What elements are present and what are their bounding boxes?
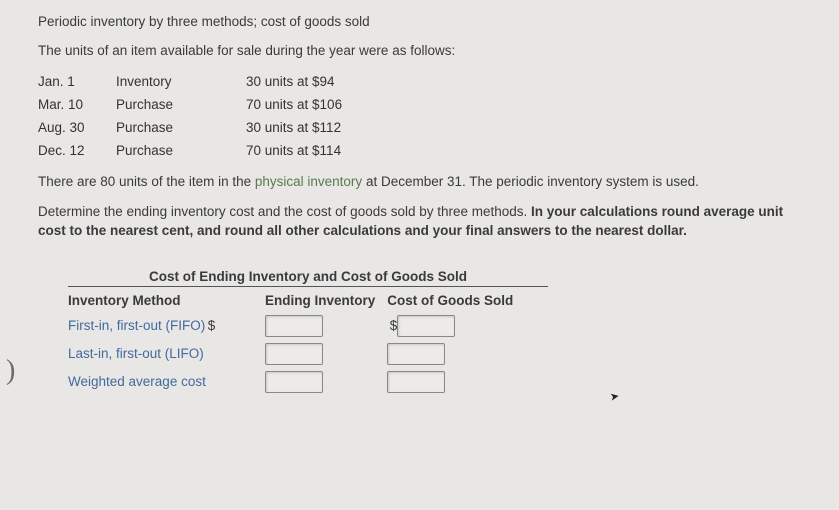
result-row: Weighted average cost — [68, 368, 525, 396]
inv-type: Purchase — [116, 116, 246, 139]
cogs-input[interactable] — [387, 343, 445, 365]
inventory-row: Dec. 12Purchase70 units at $114 — [38, 139, 396, 162]
inv-amount: 30 units at $112 — [246, 116, 396, 139]
para1-part-b: at December 31. The periodic inventory s… — [362, 174, 699, 189]
dollar-sign-icon: $ — [205, 318, 215, 333]
ending-inventory-input[interactable] — [265, 371, 323, 393]
inventory-row: Aug. 30Purchase30 units at $112 — [38, 116, 396, 139]
method-label[interactable]: First-in, first-out (FIFO) — [68, 318, 205, 333]
inv-type: Inventory — [116, 70, 246, 93]
instructions-paragraph: Determine the ending inventory cost and … — [38, 202, 811, 241]
para1-part-a: There are 80 units of the item in the — [38, 174, 255, 189]
cogs-input[interactable] — [387, 371, 445, 393]
inv-date: Jan. 1 — [38, 70, 116, 93]
inv-type: Purchase — [116, 139, 246, 162]
inventory-availability-table: Jan. 1Inventory30 units at $94Mar. 10Pur… — [38, 70, 396, 162]
results-table: Inventory Method Ending Inventory Cost o… — [68, 291, 525, 396]
col-header-ending-inventory: Ending Inventory — [265, 291, 387, 312]
dollar-sign-icon: $ — [387, 318, 397, 333]
glossary-term-physical-inventory[interactable]: physical inventory — [255, 174, 362, 189]
inventory-row: Jan. 1Inventory30 units at $94 — [38, 70, 396, 93]
inv-amount: 70 units at $106 — [246, 93, 396, 116]
result-row: First-in, first-out (FIFO) $ $ — [68, 312, 525, 340]
col-header-cogs: Cost of Goods Sold — [387, 291, 525, 312]
para2-part-a: Determine the ending inventory cost and … — [38, 204, 531, 219]
result-row: Last-in, first-out (LIFO) — [68, 340, 525, 368]
problem-title: Periodic inventory by three methods; cos… — [38, 14, 811, 29]
inv-amount: 30 units at $94 — [246, 70, 396, 93]
inventory-row: Mar. 10Purchase70 units at $106 — [38, 93, 396, 116]
method-label[interactable]: Last-in, first-out (LIFO) — [68, 346, 204, 361]
inv-type: Purchase — [116, 93, 246, 116]
inv-date: Dec. 12 — [38, 139, 116, 162]
col-header-method: Inventory Method — [68, 291, 265, 312]
inv-date: Aug. 30 — [38, 116, 116, 139]
inv-amount: 70 units at $114 — [246, 139, 396, 162]
results-header: Cost of Ending Inventory and Cost of Goo… — [68, 269, 548, 287]
ending-inventory-input[interactable] — [265, 315, 323, 337]
cogs-input[interactable] — [397, 315, 455, 337]
physical-inventory-paragraph: There are 80 units of the item in the ph… — [38, 172, 811, 192]
method-label[interactable]: Weighted average cost — [68, 374, 206, 389]
page-tab-d-icon: ) — [6, 355, 15, 387]
results-block: Cost of Ending Inventory and Cost of Goo… — [68, 269, 811, 396]
intro-text: The units of an item available for sale … — [38, 43, 811, 58]
inv-date: Mar. 10 — [38, 93, 116, 116]
cursor-icon: ➤ — [609, 389, 620, 403]
ending-inventory-input[interactable] — [265, 343, 323, 365]
